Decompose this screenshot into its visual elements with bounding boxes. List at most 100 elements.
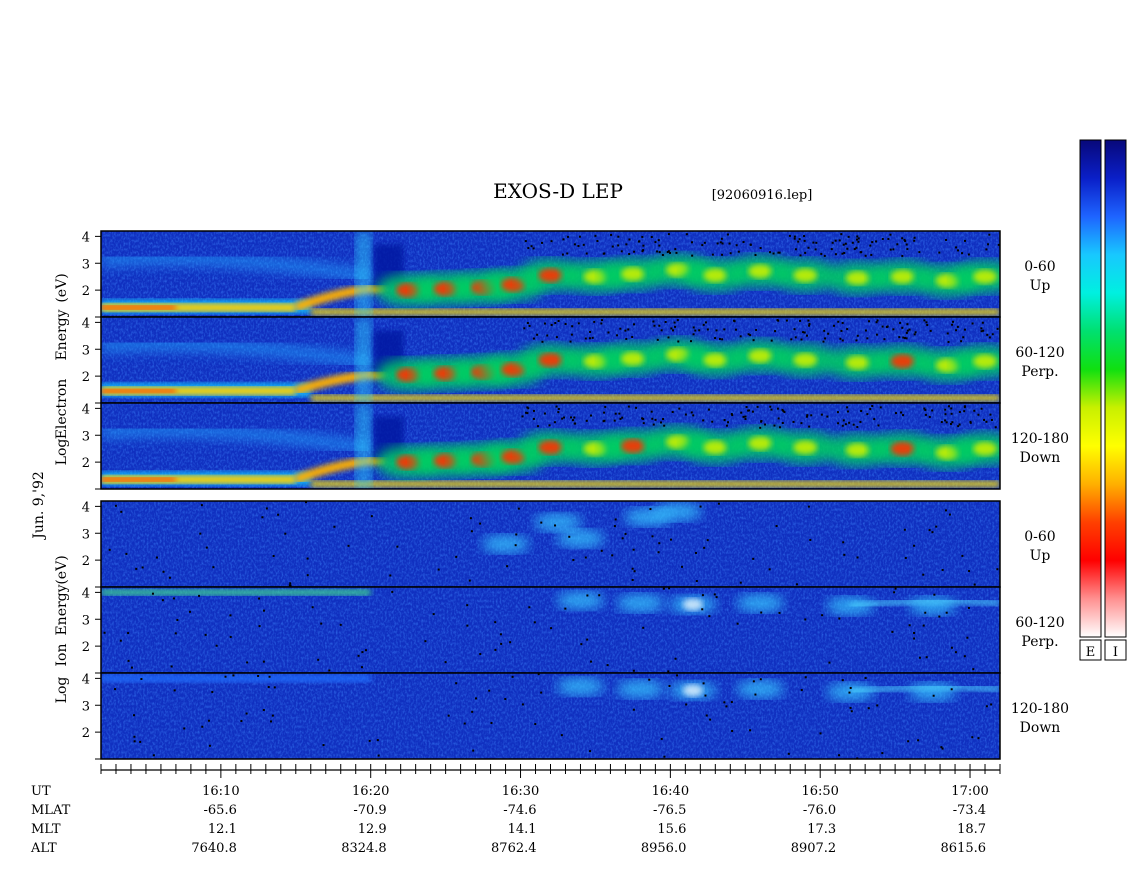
ion-top-band (101, 589, 371, 596)
noise-dot (918, 656, 921, 659)
noise-dot (892, 248, 895, 251)
plasma-blob-core (890, 269, 915, 284)
noise-dot (172, 597, 175, 600)
noise-dot (557, 319, 560, 322)
noise-dot (675, 251, 678, 254)
y-tick-label: 2 (82, 554, 90, 569)
panel-e-down: 4 3 2 (82, 402, 1001, 490)
noise-dot (155, 556, 158, 559)
noise-dot (715, 329, 718, 332)
noise-dot (990, 703, 993, 706)
panel-noise (101, 501, 1000, 587)
ephemeris-value: -76.0 (803, 803, 836, 818)
noise-dot (734, 328, 737, 331)
noise-dot (928, 529, 931, 532)
ephemeris-value: 14.1 (508, 822, 537, 837)
noise-dot (555, 336, 558, 339)
noise-dot (598, 594, 601, 597)
noise-dot (846, 406, 849, 409)
ephemeris-value: 7640.8 (191, 841, 237, 856)
noise-dot (843, 553, 846, 556)
noise-dot (232, 674, 235, 677)
noise-dot (284, 532, 287, 535)
ion-spot (736, 680, 785, 699)
noise-dot (846, 328, 849, 331)
noise-dot (800, 422, 803, 425)
ion-ylabel-word: Energy (54, 584, 70, 635)
noise-dot (649, 508, 652, 511)
ion-ylabel-word: (eV) (54, 555, 70, 584)
noise-dot (658, 542, 661, 545)
noise-dot (703, 546, 706, 549)
noise-dot (173, 689, 176, 692)
noise-dot (585, 252, 588, 255)
noise-dot (711, 253, 714, 256)
noise-dot (875, 333, 878, 336)
noise-dot (810, 414, 813, 417)
noise-dot (881, 325, 884, 328)
noise-dot (855, 246, 858, 249)
noise-dot (860, 251, 863, 254)
ephemeris-value: 12.9 (358, 822, 387, 837)
noise-dot (479, 653, 482, 656)
noise-dot (695, 580, 698, 583)
noise-dot (610, 233, 613, 236)
noise-dot (991, 333, 994, 336)
noise-dot (980, 407, 983, 410)
noise-dot (822, 340, 825, 343)
noise-dot (472, 749, 475, 752)
noise-dot (663, 424, 666, 427)
noise-dot (689, 340, 692, 343)
noise-dot (950, 646, 953, 649)
noise-dot (543, 412, 546, 415)
noise-dot (127, 632, 130, 635)
direction-label: Perp. (1021, 634, 1058, 650)
y-tick-label: 4 (82, 230, 90, 245)
noise-dot (834, 239, 837, 242)
ephemeris-row-label: ALT (30, 841, 57, 856)
noise-dot (205, 546, 208, 549)
direction-label: Down (1020, 720, 1061, 736)
noise-dot (691, 254, 694, 257)
y-tick-label: 2 (82, 284, 90, 299)
noise-dot (749, 334, 752, 337)
noise-dot (954, 651, 957, 654)
ion-colorbar: I (1104, 139, 1127, 661)
noise-dot (468, 579, 471, 582)
noise-dot (161, 599, 164, 602)
noise-dot (996, 568, 999, 571)
noise-dot (515, 533, 518, 536)
noise-dot (903, 528, 906, 531)
plasma-blob-core (748, 348, 773, 363)
low-energy-band-core (101, 477, 176, 482)
noise-dot (856, 556, 859, 559)
noise-dot (268, 675, 271, 678)
noise-dot (923, 407, 926, 410)
noise-dot (841, 252, 844, 255)
noise-dot (170, 665, 173, 668)
noise-dot (855, 238, 858, 241)
noise-dot (913, 631, 916, 634)
noise-dot (879, 406, 882, 409)
noise-dot (444, 661, 447, 664)
noise-dot (557, 411, 560, 414)
plasma-blob-core (501, 449, 526, 464)
noise-dot (900, 411, 903, 414)
noise-dot (670, 327, 673, 330)
y-tick-label: 3 (82, 343, 90, 358)
ion-streak (849, 597, 1000, 609)
y-tick-label: 3 (82, 257, 90, 272)
noise-dot (869, 407, 872, 410)
noise-dot (728, 242, 731, 245)
y-tick-label: 3 (82, 613, 90, 628)
ion-spot (623, 508, 672, 527)
noise-dot (846, 247, 849, 250)
noise-dot (798, 238, 801, 241)
noise-dot (980, 330, 983, 333)
noise-dot (739, 335, 742, 338)
noise-dot (690, 411, 693, 414)
noise-dot (511, 675, 514, 678)
noise-dot (905, 337, 908, 340)
noise-dot (837, 320, 840, 323)
noise-dot (135, 567, 138, 570)
